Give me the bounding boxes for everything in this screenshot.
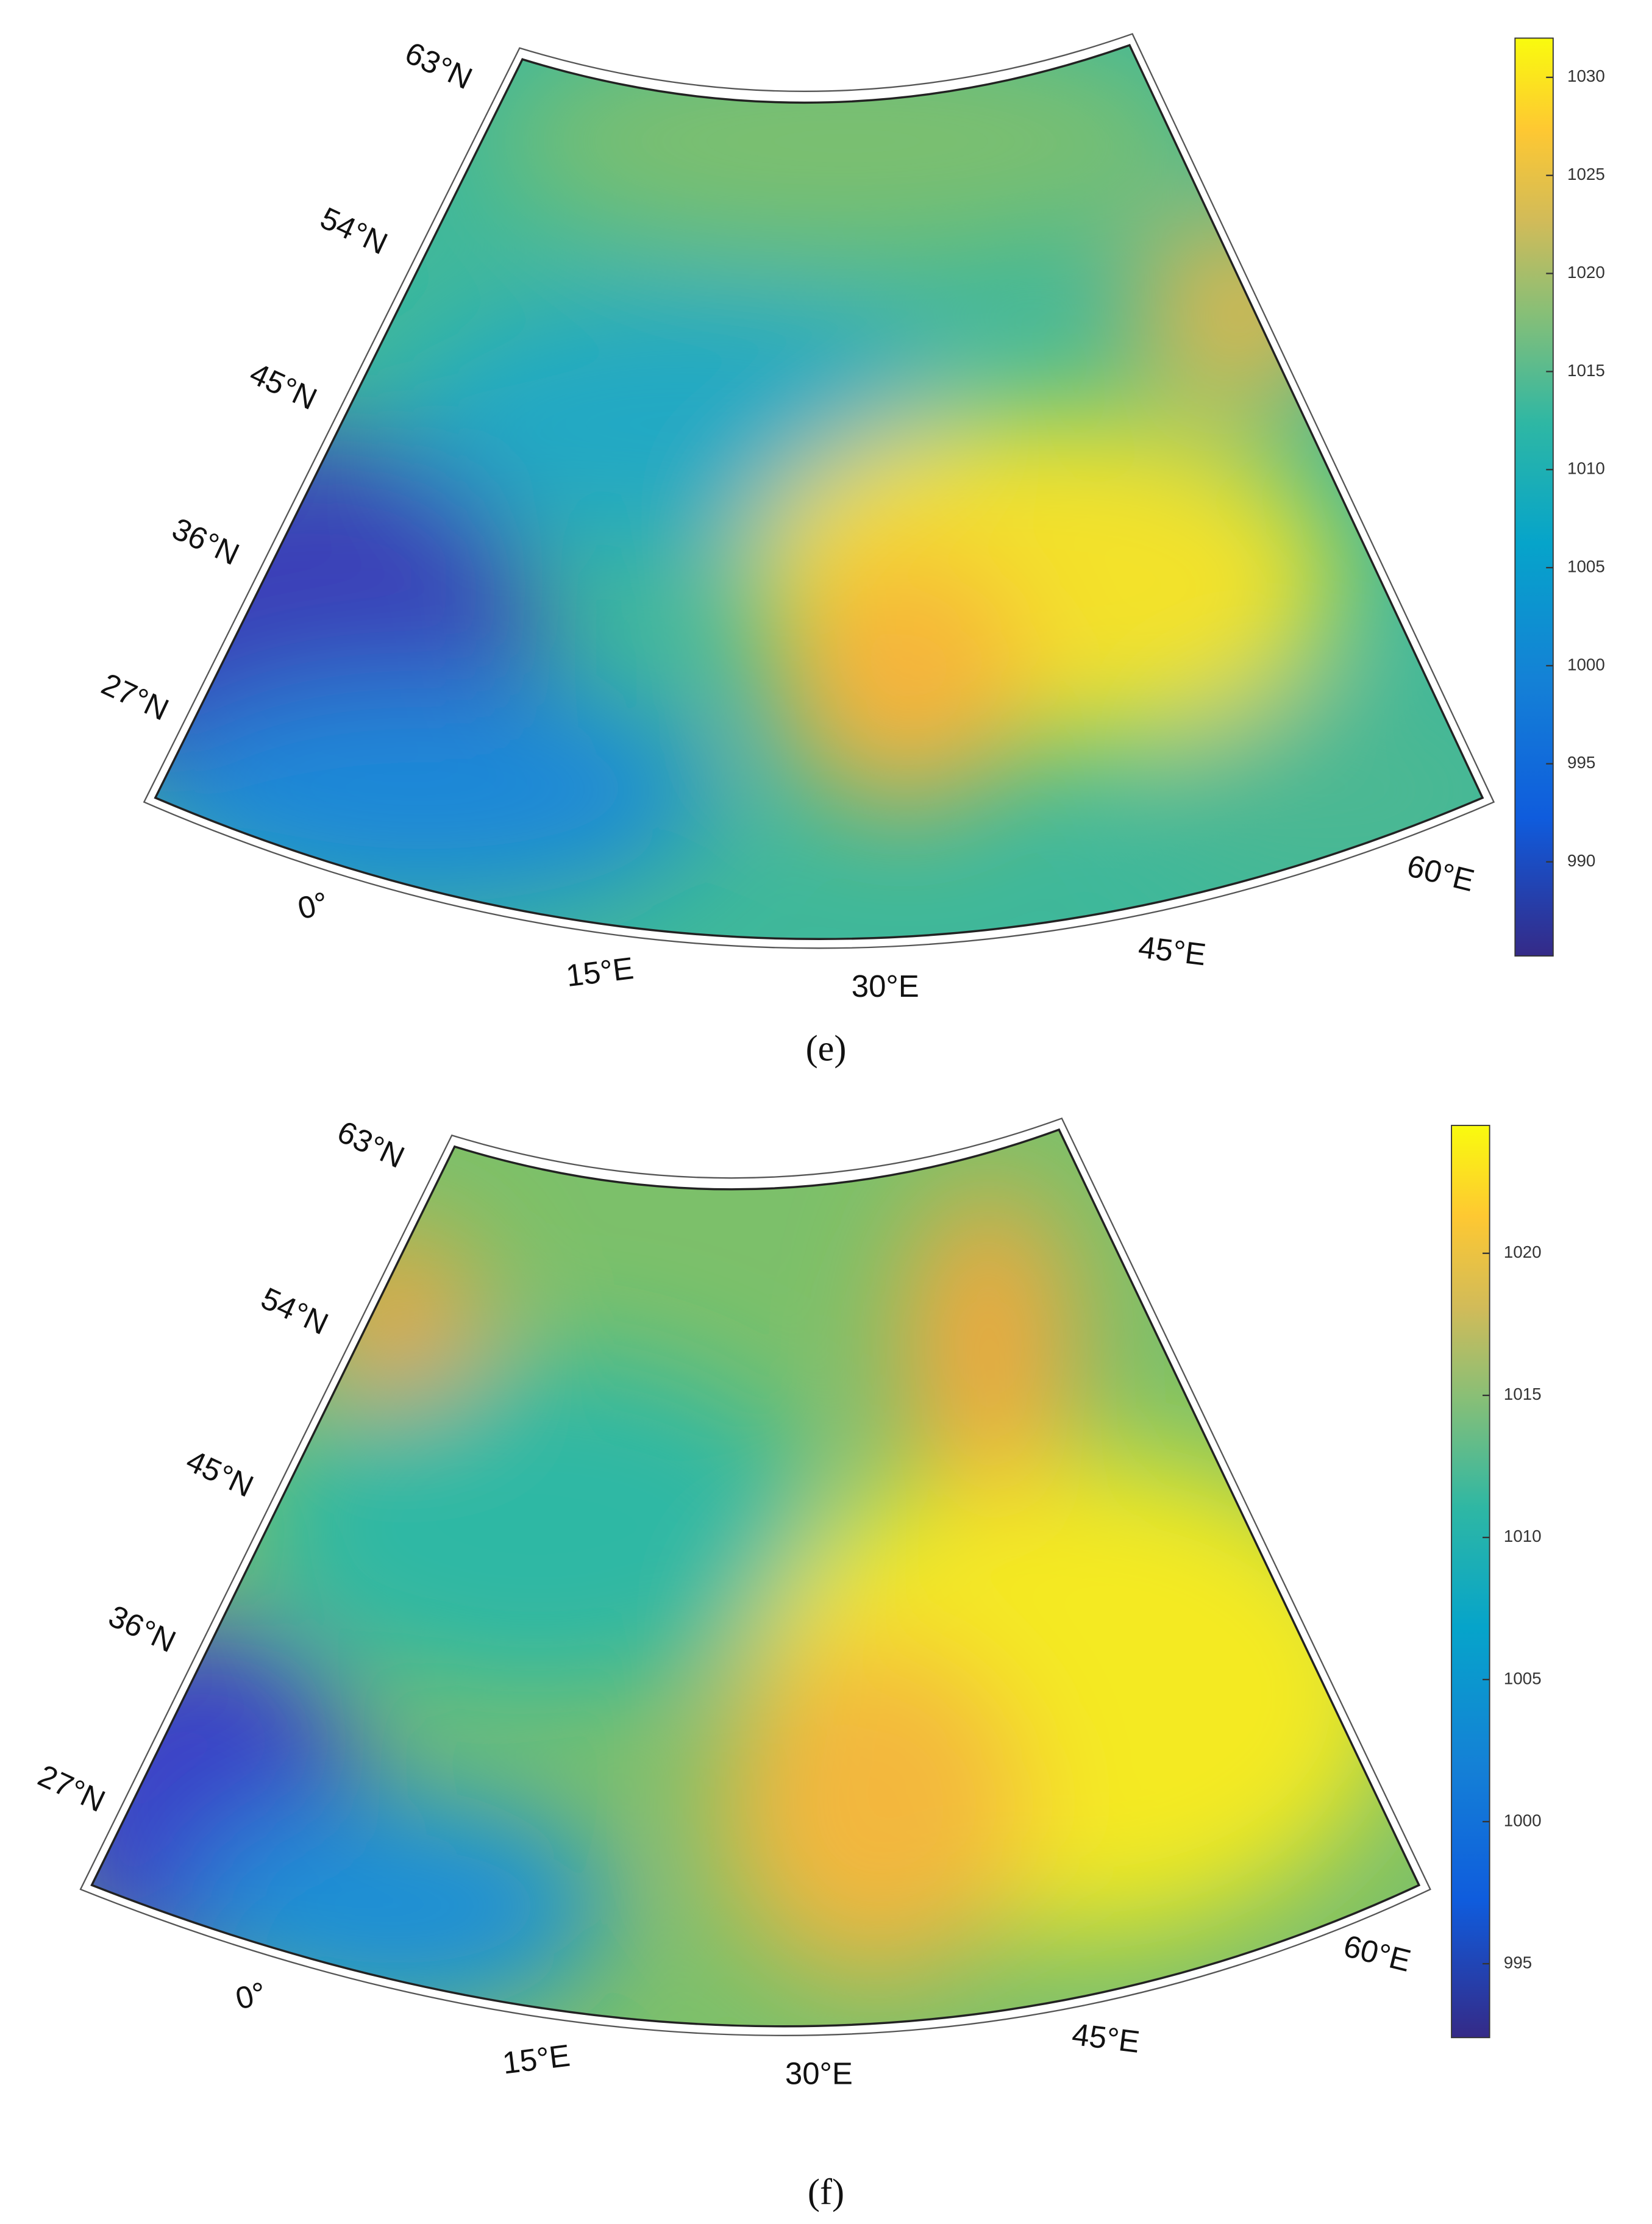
latitude-label: 54°N (256, 1281, 333, 1342)
latitude-label: 54°N (315, 201, 393, 262)
longitude-label: 60°E (1340, 1928, 1415, 1978)
longitude-label: 0° (232, 1975, 269, 2016)
colorbar-tick-label: 990 (1567, 851, 1595, 870)
map-field (91, 1129, 1419, 2026)
latitude-label: 27°N (96, 666, 174, 727)
longitude-label: 30°E (785, 2056, 853, 2090)
map-border (79, 1117, 1431, 2036)
longitude-label: 45°E (1070, 2017, 1142, 2059)
colorbar (1514, 37, 1554, 957)
longitude-label: 60°E (1404, 848, 1478, 898)
map-frame (154, 43, 1484, 941)
colorbar-tick-label: 1000 (1567, 655, 1605, 674)
map-border (143, 33, 1495, 949)
colorbar (1451, 1125, 1490, 2039)
longitude-label: 15°E (564, 950, 635, 993)
colorbar-tick-label: 1000 (1504, 1811, 1542, 1830)
colorbar-tick-label: 995 (1504, 1953, 1532, 1972)
latitude-label: 63°N (332, 1114, 410, 1175)
colorbar-tick-label: 1025 (1567, 165, 1605, 184)
colorbar-tick-label: 1020 (1567, 263, 1605, 282)
latitude-label: 36°N (104, 1598, 181, 1659)
colorbar-tick-label: 1015 (1567, 361, 1605, 380)
colorbar-tick-label: 995 (1567, 753, 1595, 772)
colorbar-tick-label: 1005 (1567, 557, 1605, 576)
colorbar-tick-label: 1020 (1504, 1242, 1542, 1261)
longitude-label: 30°E (852, 969, 919, 1003)
longitude-label: 15°E (500, 2038, 572, 2081)
colorbar-tick-label: 1005 (1504, 1669, 1542, 1688)
longitude-label: 45°E (1136, 929, 1208, 972)
map-frame (90, 1128, 1421, 2028)
latitude-label: 45°N (181, 1443, 258, 1504)
colorbar-tick-label: 1010 (1504, 1527, 1542, 1545)
panel-label: (e) (806, 1028, 847, 1069)
colorbar-tick-label: 1010 (1567, 459, 1605, 478)
panel-label: (f) (808, 2172, 844, 2212)
latitude-label: 63°N (400, 35, 477, 96)
colorbar-tick-label: 1030 (1567, 66, 1605, 85)
latitude-label: 27°N (33, 1758, 110, 1819)
longitude-label: 0° (294, 885, 332, 926)
colorbar-tick-label: 1015 (1504, 1385, 1542, 1403)
map-field (155, 45, 1483, 939)
latitude-label: 45°N (244, 355, 322, 416)
latitude-label: 36°N (167, 511, 244, 572)
